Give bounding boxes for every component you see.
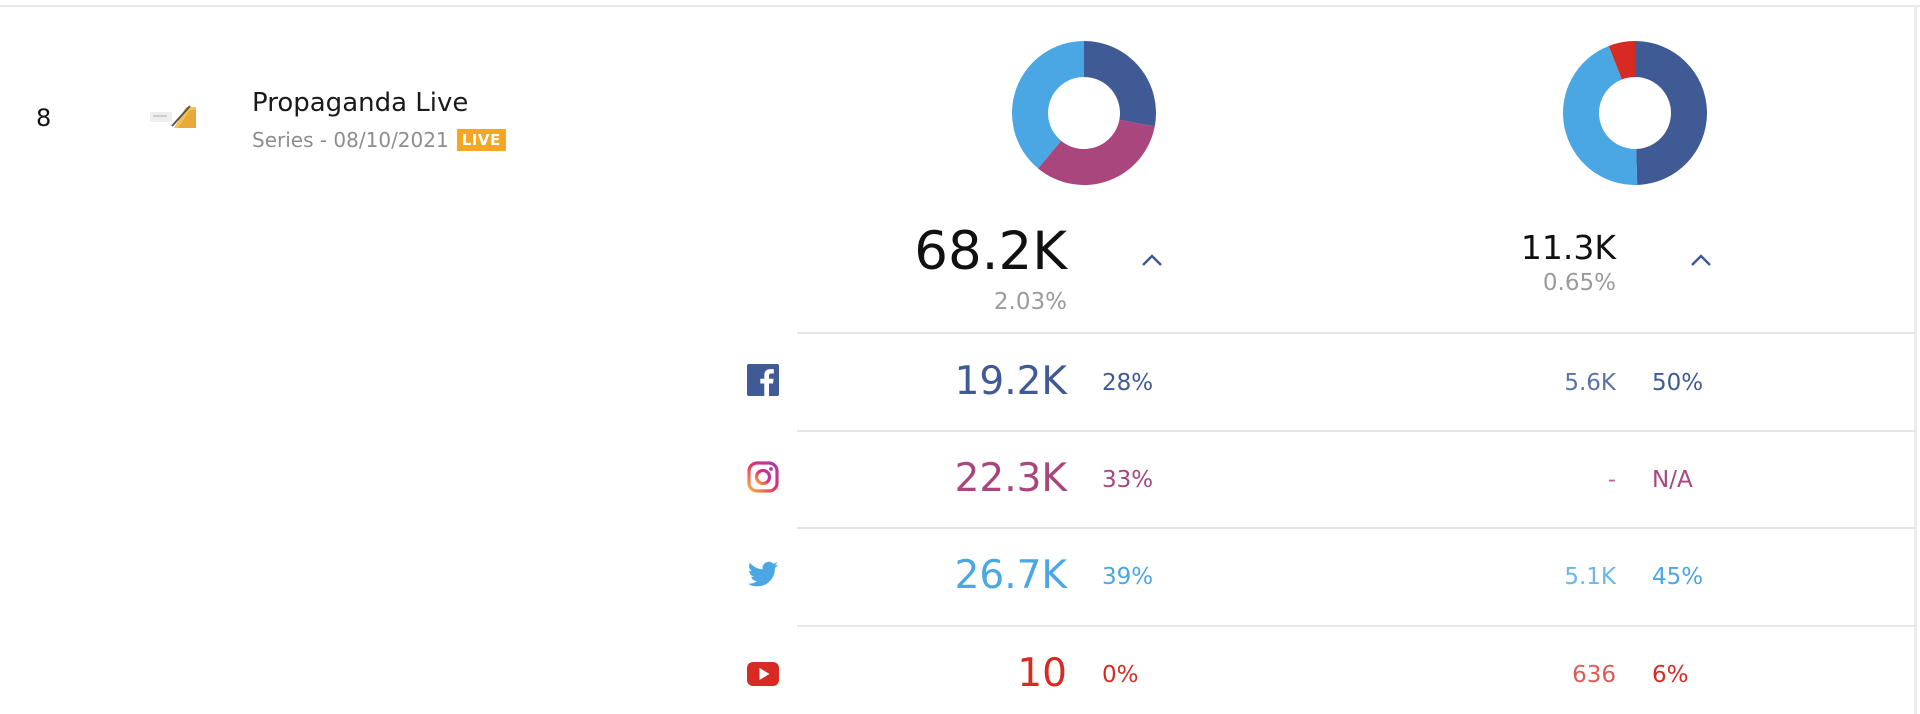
instagram-secondary-value: - (1607, 467, 1616, 493)
youtube-secondary-value: 636 (1572, 662, 1616, 688)
instagram-secondary-share: N/A (1652, 467, 1693, 493)
instagram-value: 22.3K (954, 456, 1067, 501)
live-badge: LIVE (456, 129, 506, 151)
twitter-secondary-share: 45% (1652, 564, 1704, 590)
instagram-icon (747, 461, 779, 493)
twitter-value: 26.7K (954, 553, 1067, 598)
twitter-share: 39% (1102, 564, 1154, 590)
facebook-secondary-share: 50% (1652, 370, 1704, 396)
donut-secondary-slice-facebook (1635, 41, 1708, 185)
thumbnail-image-icon (150, 105, 196, 128)
show-type-date: Series - 08/10/2021 (252, 128, 449, 152)
donut-total-slice-instagram (1038, 119, 1155, 186)
secondary-total-percentage: 0.65% (1542, 270, 1616, 296)
facebook-icon (747, 364, 779, 396)
right-edge-divider (1914, 5, 1917, 714)
donut-total-slice-twitter (1012, 41, 1084, 169)
chevron-up-icon[interactable] (1689, 253, 1713, 267)
donut-chart-secondary (1563, 41, 1708, 185)
donut-secondary-slice-youtube (1608, 41, 1635, 80)
instagram-share: 33% (1102, 467, 1154, 493)
facebook-value: 19.2K (954, 359, 1067, 404)
row-divider (797, 430, 1917, 432)
youtube-icon (747, 662, 779, 686)
facebook-secondary-value: 5.6K (1564, 370, 1616, 396)
show-title[interactable]: Propaganda Live (252, 88, 469, 118)
youtube-secondary-share: 6% (1652, 662, 1689, 688)
show-thumbnail[interactable] (150, 104, 198, 130)
donut-secondary-slice-twitter (1563, 45, 1638, 185)
facebook-share: 28% (1102, 370, 1154, 396)
donut-chart-total (1012, 41, 1156, 186)
twitter-icon (747, 561, 778, 587)
row-divider (797, 527, 1917, 529)
secondary-total-value: 11.3K (1520, 228, 1616, 267)
youtube-share: 0% (1102, 662, 1139, 688)
row-divider (797, 332, 1917, 334)
rank-number: 8 (36, 104, 52, 132)
top-divider (0, 5, 1920, 7)
row-divider (797, 625, 1917, 627)
youtube-value: 10 (1017, 651, 1067, 696)
show-subtitle: Series - 08/10/2021 LIVE (252, 128, 506, 152)
chevron-up-icon[interactable] (1140, 253, 1164, 267)
total-value: 68.2K (914, 221, 1067, 282)
total-percentage: 2.03% (993, 289, 1067, 315)
donut-total-slice-facebook (1084, 41, 1156, 127)
twitter-secondary-value: 5.1K (1564, 564, 1616, 590)
